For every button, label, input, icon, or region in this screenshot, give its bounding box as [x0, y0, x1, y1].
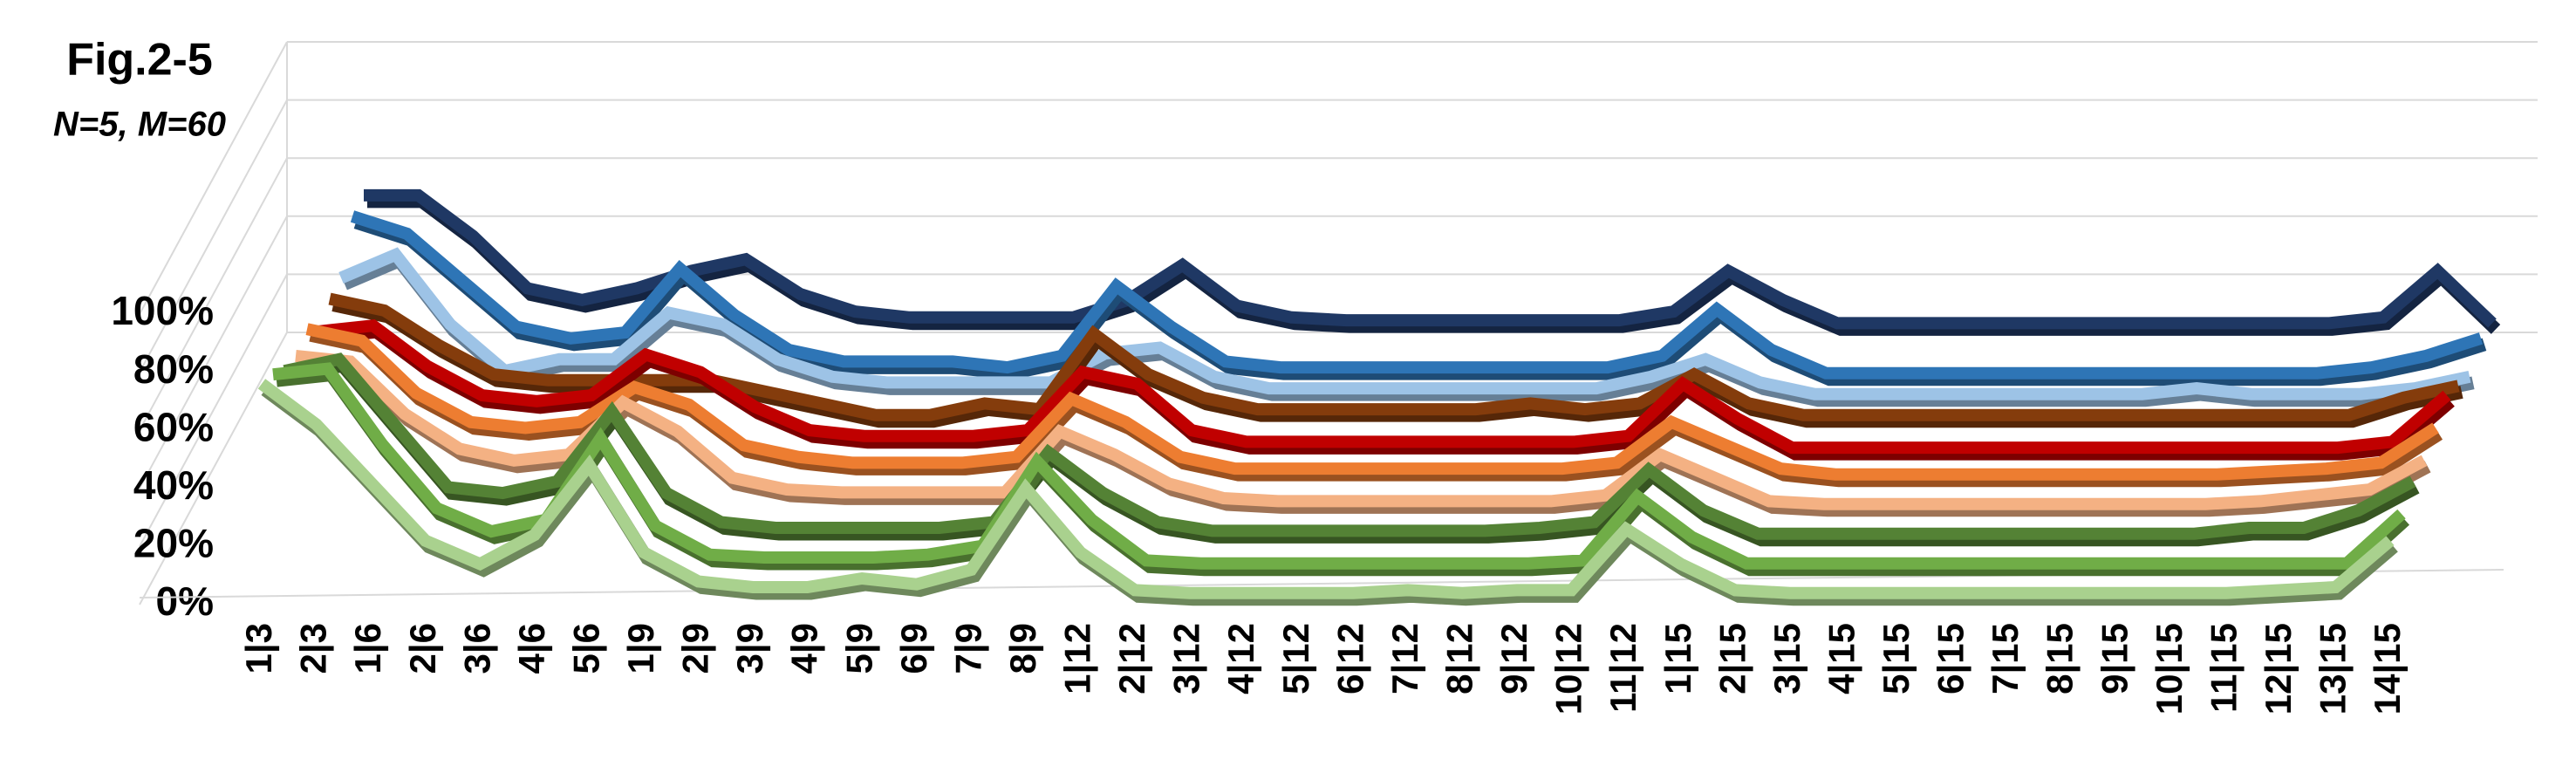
y-tick-label: 80%: [133, 346, 214, 392]
chart-subtitle: N=5, M=60: [53, 106, 226, 144]
x-tick-label: 6|9: [893, 623, 935, 674]
line-shade: [367, 195, 2501, 336]
x-tick-label: 1|3: [238, 623, 280, 674]
x-tick-label: 4|15: [1821, 623, 1862, 694]
y-tick-label: 20%: [133, 521, 214, 566]
x-tick-label: 3|12: [1166, 623, 1208, 694]
x-tick-label: 4|6: [511, 623, 553, 674]
y-tick-label: 60%: [133, 404, 214, 449]
x-tick-label: 1|9: [620, 623, 662, 674]
x-tick-label: 3|6: [456, 623, 498, 674]
x-tick-label: 14|15: [2367, 623, 2409, 715]
line: [305, 323, 2439, 481]
x-tick-label: 3|9: [729, 623, 771, 674]
grid-line: [139, 215, 288, 489]
y-tick-label: 100%: [111, 288, 214, 333]
x-tick-label: 5|15: [1876, 623, 1917, 694]
x-tick-label: 1|6: [347, 623, 389, 674]
x-tick-label: 12|15: [2258, 623, 2299, 715]
x-tick-label: 6|15: [1930, 623, 1972, 694]
grid-line: [139, 99, 288, 373]
x-tick-label: 7|9: [947, 623, 989, 674]
x-tick-label: 7|12: [1384, 623, 1426, 694]
x-tick-label: 6|12: [1329, 623, 1371, 694]
x-tick-label: 10|15: [2149, 623, 2190, 715]
x-tick-label: 2|6: [402, 623, 444, 674]
x-tick-label: 5|9: [838, 623, 880, 674]
x-tick-label: 8|15: [2040, 623, 2081, 694]
grid-line: [139, 273, 288, 547]
x-tick-label: 5|6: [565, 623, 607, 674]
line: [257, 379, 2395, 599]
line: [350, 210, 2484, 380]
x-tick-label: 10|12: [1548, 623, 1590, 715]
line: [295, 349, 2428, 510]
line: [283, 352, 2416, 540]
x-tick-label: 4|9: [784, 623, 826, 674]
x-tick-label: 7|15: [1985, 623, 2026, 694]
x-tick-label: 1|15: [1657, 623, 1699, 694]
x-tick-label: 2|15: [1712, 623, 1753, 694]
x-tick-label: 2|9: [675, 623, 717, 674]
x-tick-label: 9|12: [1493, 623, 1535, 694]
x-tick-label: 4|12: [1220, 623, 1262, 694]
x-tick-label: 11|15: [2203, 623, 2245, 713]
grid-line: [139, 332, 288, 605]
x-tick-label: 3|15: [1766, 623, 1808, 694]
y-tick-label: 40%: [133, 462, 214, 508]
grid-line: [139, 41, 288, 315]
line: [338, 247, 2471, 400]
y-tick-label: 0%: [156, 578, 214, 624]
grid-line: [139, 157, 288, 431]
line: [272, 362, 2406, 570]
x-tick-label: 2|12: [1111, 623, 1153, 694]
x-tick-label: 5|12: [1275, 623, 1317, 694]
x-tick-label: 8|12: [1439, 623, 1481, 694]
x-tick-label: 9|15: [2094, 623, 2135, 694]
line: [318, 318, 2451, 455]
line: [364, 188, 2497, 330]
x-tick-label: 11|12: [1602, 623, 1644, 713]
x-tick-label: 13|15: [2313, 623, 2354, 715]
line: [328, 292, 2460, 421]
line-shade: [353, 215, 2487, 386]
x-tick-label: 1|12: [1057, 623, 1099, 694]
chart-title: Fig.2-5: [66, 35, 213, 86]
x-tick-label: 8|9: [1002, 623, 1044, 674]
x-tick-label: 2|3: [293, 623, 335, 674]
